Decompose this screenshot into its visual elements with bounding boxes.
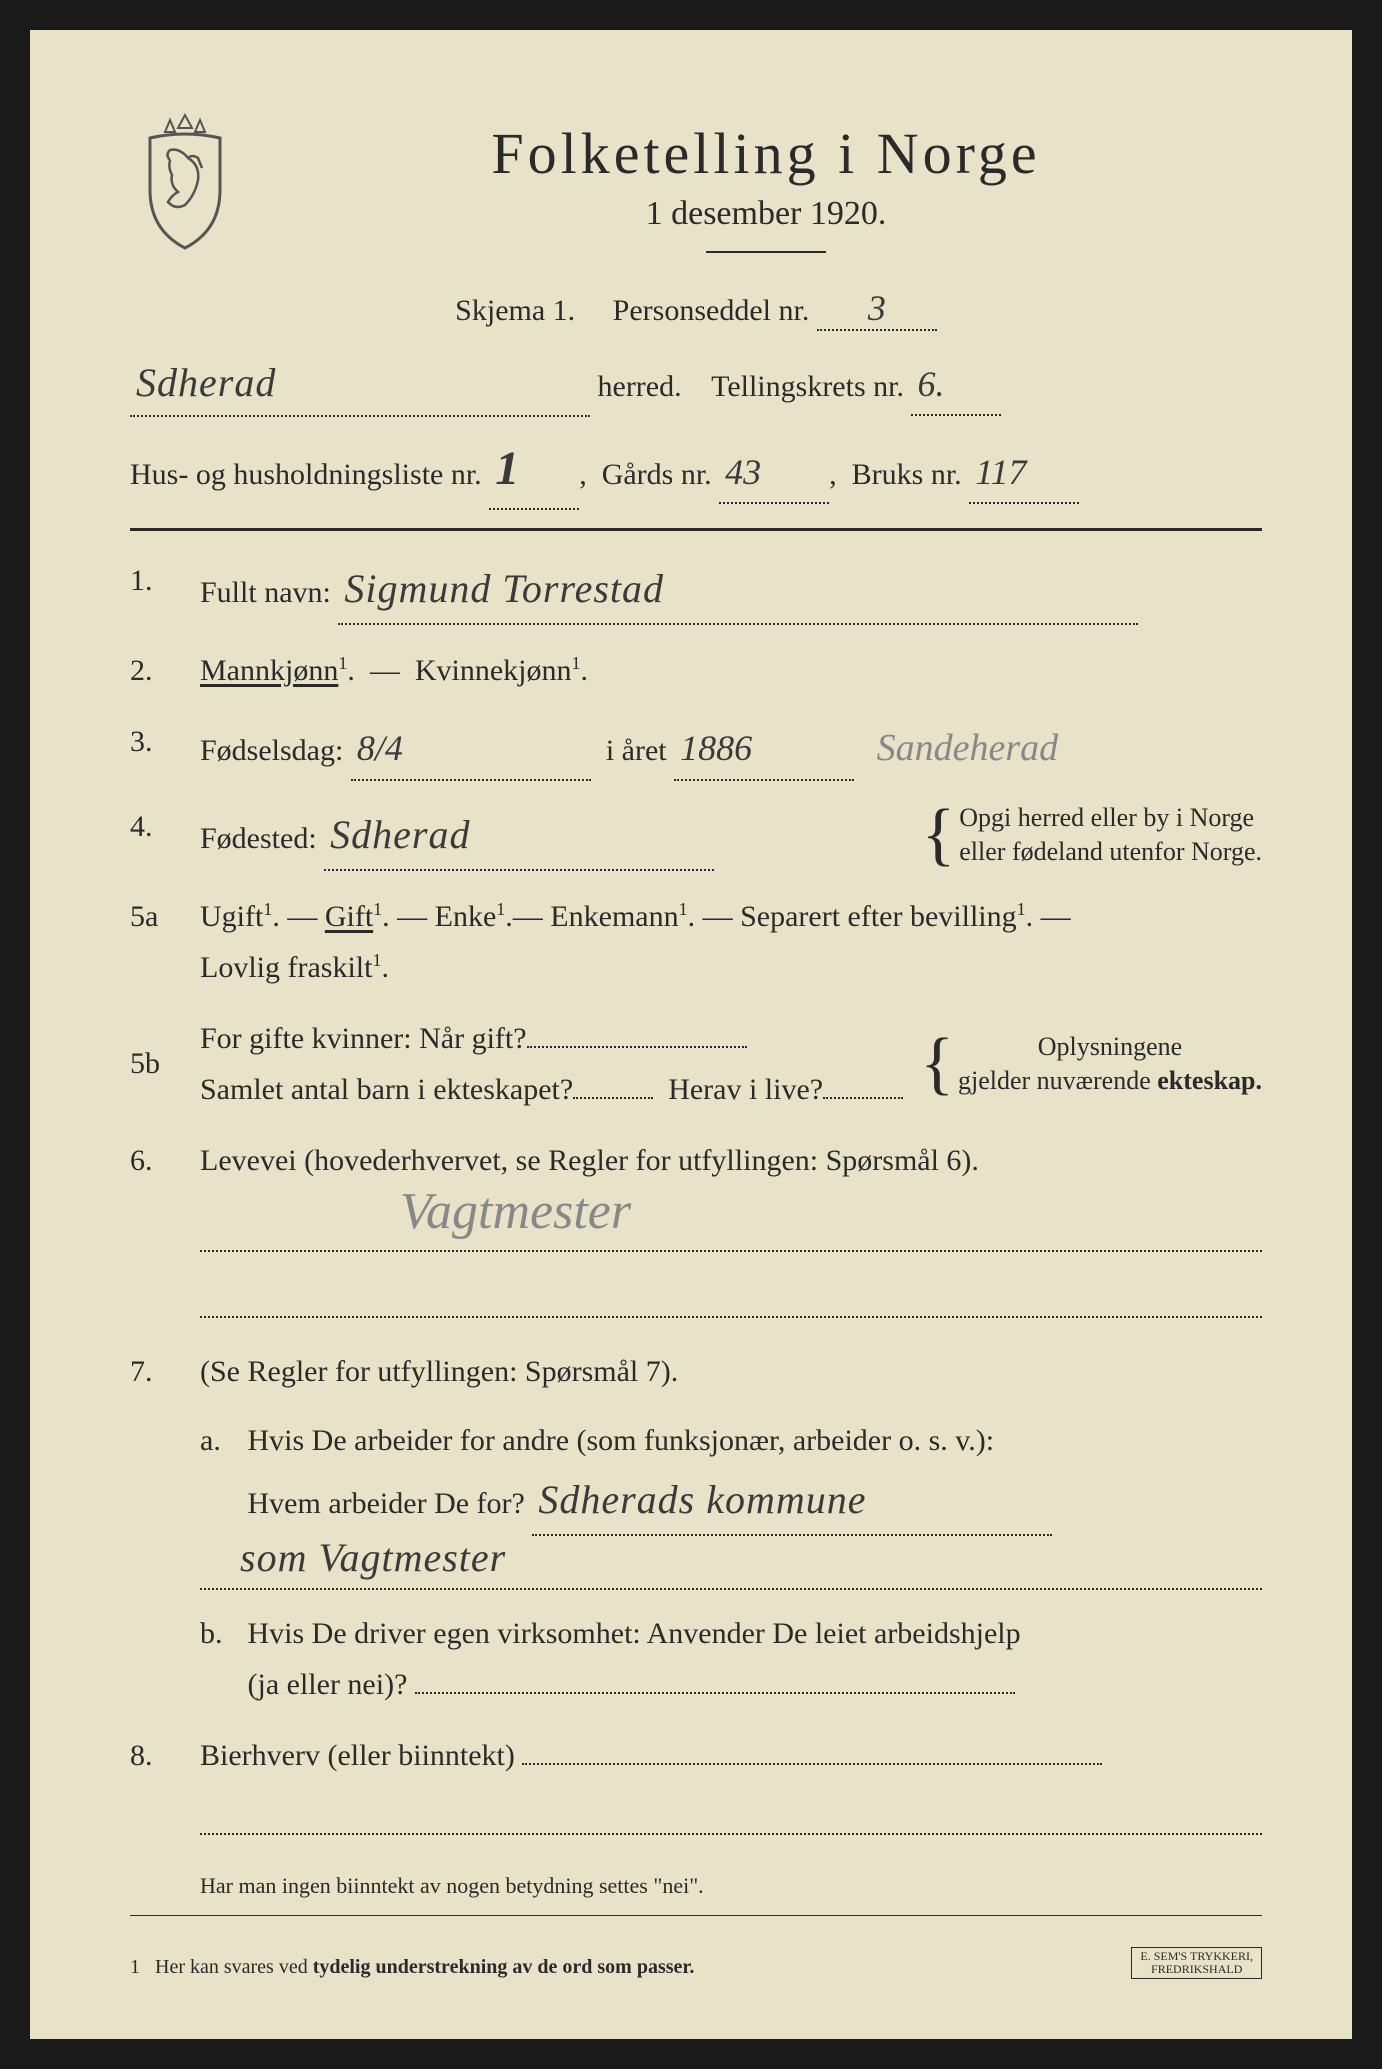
q4-note2: eller fødeland utenfor Norge. [959, 837, 1262, 866]
q4: 4. Fødested: Sdherad { Opgi herred eller… [130, 801, 1262, 871]
q5b-num: 5b [130, 1038, 200, 1089]
q7a-prompt: Hvem arbeider De for? [248, 1487, 525, 1520]
q5a-gift: Gift [325, 900, 373, 933]
q3-day: 8/4 [357, 728, 403, 768]
q1-value: Sigmund Torrestad [344, 566, 664, 611]
q4-label: Fødested: [200, 822, 317, 855]
q5b-note1: Oplysningene [1038, 1032, 1182, 1061]
hus-row: Hus- og husholdningsliste nr. 1, Gårds n… [130, 431, 1262, 510]
bruks-label: Bruks nr. [852, 458, 962, 491]
tellingskrets-nr: 6. [917, 364, 944, 404]
census-form: Folketelling i Norge 1 desember 1920. Sk… [30, 30, 1352, 2039]
q5b-line2b: Herav i live? [668, 1073, 823, 1106]
q2-mann: Mannkjønn [200, 654, 338, 687]
printer1: E. SEM'S TRYKKERI, [1140, 1949, 1253, 1963]
q1-label: Fullt navn: [200, 576, 331, 609]
herred-row: Sdherad herred. Tellingskrets nr. 6. [130, 351, 1262, 417]
q6-value: Vagtmester [400, 1168, 631, 1256]
q5a-num: 5a [130, 891, 200, 993]
q4-value: Sdherad [330, 812, 470, 857]
personseddel-label: Personseddel nr. [613, 294, 810, 327]
gards-label: Gårds nr. [602, 458, 712, 491]
q5b-line2a: Samlet antal barn i ekteskapet? [200, 1073, 573, 1106]
divider [706, 251, 826, 253]
coat-of-arms-icon [130, 110, 240, 250]
q7a-value1: Sdherads kommune [538, 1477, 866, 1522]
q5a: 5a Ugift1. — Gift1. — Enke1.— Enkemann1.… [130, 891, 1262, 993]
q3-year-label: i året [606, 734, 667, 767]
q7a-value2: som Vagtmester [240, 1524, 506, 1592]
skjema-label: Skjema 1. [455, 294, 575, 327]
herred-value: Sdherad [136, 360, 276, 405]
q3-num: 3. [130, 716, 200, 781]
printer2: FREDRIKSHALD [1151, 1962, 1242, 1976]
q5b-note2: gjelder nuværende [958, 1066, 1151, 1095]
tellingskrets-label: Tellingskrets nr. [711, 370, 904, 403]
q8-num: 8. [130, 1730, 200, 1843]
bruks-nr: 117 [975, 452, 1026, 492]
q7-label: (Se Regler for utfyllingen: Spørsmål 7). [200, 1355, 678, 1388]
q8-label: Bierhverv (eller biinntekt) [200, 1739, 515, 1772]
q7-num: 7. [130, 1346, 200, 1710]
skjema-line: Skjema 1. Personseddel nr. 3 [130, 287, 1262, 331]
personseddel-nr: 3 [868, 288, 886, 328]
q5a-enke: Enke [435, 900, 497, 933]
q7a-label: Hvis De arbeider for andre (som funksjon… [248, 1424, 995, 1457]
q3-label: Fødselsdag: [200, 734, 343, 767]
q6: 6. Levevei (hovederhvervet, se Regler fo… [130, 1135, 1262, 1326]
thick-rule [130, 528, 1262, 531]
q8: 8. Bierhverv (eller biinntekt) [130, 1730, 1262, 1843]
q5b: 5b For gifte kvinner: Når gift? Samlet a… [130, 1013, 1262, 1115]
q5a-separert: Separert efter bevilling [740, 900, 1017, 933]
q3-margin: Sandeherad [877, 727, 1059, 769]
q1: 1. Fullt navn: Sigmund Torrestad [130, 555, 1262, 625]
q7b-prompt: (ja eller nei)? [248, 1668, 408, 1701]
herred-label: herred. [598, 370, 682, 403]
main-title: Folketelling i Norge [270, 120, 1262, 187]
q2: 2. Mannkjønn1. — Kvinnekjønn1. [130, 645, 1262, 696]
q5a-fraskilt: Lovlig fraskilt [200, 951, 372, 984]
q7a-letter: a. [200, 1415, 240, 1466]
q5a-enkemann: Enkemann [550, 900, 678, 933]
hus-nr: 1 [495, 442, 520, 495]
q2-kvinne: Kvinnekjønn [415, 654, 572, 687]
footer-note: Har man ingen biinntekt av nogen betydni… [130, 1873, 1262, 1899]
title-block: Folketelling i Norge 1 desember 1920. [270, 110, 1262, 277]
thin-rule [130, 1915, 1262, 1916]
q7b-letter: b. [200, 1608, 240, 1659]
header: Folketelling i Norge 1 desember 1920. [130, 110, 1262, 277]
q7b-label: Hvis De driver egen virksomhet: Anvender… [248, 1617, 1021, 1650]
hus-label: Hus- og husholdningsliste nr. [130, 458, 482, 491]
q6-num: 6. [130, 1135, 200, 1326]
q4-num: 4. [130, 801, 200, 871]
q4-note: { Opgi herred eller by i Norge eller fød… [922, 801, 1262, 869]
q5a-ugift: Ugift [200, 900, 263, 933]
q1-num: 1. [130, 555, 200, 625]
q5b-note3: ekteskap. [1157, 1066, 1262, 1095]
q7: 7. (Se Regler for utfyllingen: Spørsmål … [130, 1346, 1262, 1710]
gards-nr: 43 [725, 452, 761, 492]
footnote: 1 Her kan svares ved tydelig understrekn… [130, 1956, 1262, 1979]
q4-note1: Opgi herred eller by i Norge [959, 803, 1254, 832]
q5b-line1: For gifte kvinner: Når gift? [200, 1022, 527, 1055]
subtitle: 1 desember 1920. [270, 195, 1262, 233]
q2-num: 2. [130, 645, 200, 696]
printer-mark: E. SEM'S TRYKKERI, FREDRIKSHALD [1131, 1947, 1262, 1979]
q3-year: 1886 [680, 728, 752, 768]
q3: 3. Fødselsdag: 8/4 i året 1886 Sandehera… [130, 716, 1262, 781]
q5b-note: { Oplysningene gjelder nuværende ekteska… [920, 1030, 1262, 1098]
